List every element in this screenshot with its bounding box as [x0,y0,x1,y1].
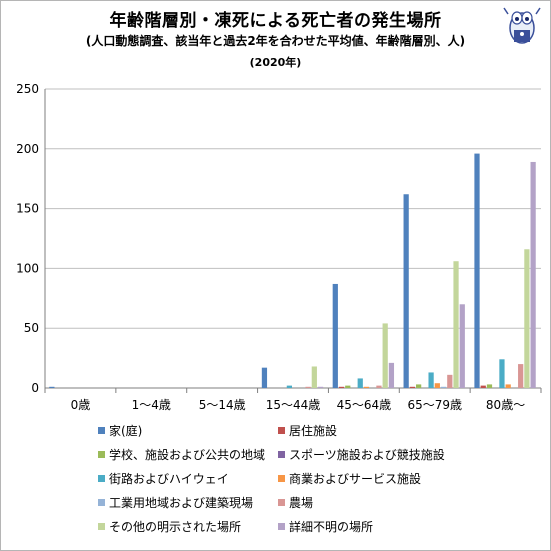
legend-label: 学校、施設および公共の地域 [109,448,266,462]
legend-swatch [278,451,285,458]
legend-swatch [98,427,105,434]
legend-label: 農場 [289,496,314,510]
x-tick-label: 5～14歳 [199,398,246,412]
bar [524,249,530,388]
bar [338,386,345,388]
x-tick-label: 65～79歳 [407,398,462,412]
chart-subtitle: (人口動態調査、該当年と過去2年を合わせた平均値、年齢階層別、人) [85,34,466,48]
bar [459,304,465,388]
bar [428,372,434,388]
bar [388,362,395,388]
bar [499,359,505,388]
legend-swatch [98,523,105,530]
legend-swatch [98,499,105,506]
bar [486,384,493,388]
bar [376,385,382,388]
bar [382,323,388,388]
bar [474,153,480,388]
legend-item: 街路およびハイウェイ [98,470,229,487]
bar [440,386,447,388]
bars [49,153,536,388]
axes: 0 50 100 150 200 250 0歳 1～4歳 5～14歳 15～44歳 45～64歳 65… [16,82,542,412]
bar [416,384,422,388]
legend-swatch [278,427,285,434]
bar [357,378,363,388]
legend-swatch [98,475,105,482]
y-tick-label: 50 [24,321,39,335]
bar [403,194,409,388]
legend-label: 詳細不明の場所 [289,520,374,534]
bar [345,385,351,388]
legend-swatch [278,499,285,506]
legend-item: 居住施設 [278,422,337,439]
x-tick-label: 0歳 [71,398,91,412]
legend-item: 工業用地域および建築現場 [98,494,253,511]
legend-item: スポーツ施設および競技施設 [278,446,445,463]
y-tick-label: 0 [31,381,39,395]
legend-label: 家(庭) [109,424,143,438]
legend-item: 農場 [278,494,313,511]
bar [518,364,524,388]
legend-label: 商業およびサービス施設 [289,472,422,486]
bar [311,366,317,388]
legend-label: 居住施設 [289,424,338,438]
x-tick-label: 45～64歳 [337,398,392,412]
x-tick-label: 1～4歳 [132,398,171,412]
chart-year-note: (2020年) [249,56,302,69]
y-tick-label: 250 [16,82,39,96]
bar [332,283,338,388]
legend-item: 商業およびサービス施設 [278,470,421,487]
legend-swatch [98,451,105,458]
bar [434,383,440,388]
chart-title: 年齢階層別・凍死による死亡者の発生場所 [109,11,442,31]
bar [305,386,311,388]
gridlines [45,88,541,389]
bar [530,161,536,388]
bar [363,386,370,388]
legend-item: 家(庭) [98,422,142,439]
bar [261,367,268,388]
legend-label: スポーツ施設および競技施設 [289,448,445,462]
bar [286,385,292,388]
bar [317,386,324,388]
bar [453,261,459,388]
bar [447,374,453,388]
legend-item: 学校、施設および公共の地域 [98,446,265,463]
legend-swatch [278,523,285,530]
x-tick-label: 15～44歳 [266,398,321,412]
x-tick-label: 80歳～ [486,398,525,412]
legend-item: 詳細不明の場所 [278,518,373,535]
y-tick-label: 100 [16,261,39,275]
y-tick-label: 150 [16,202,39,216]
bar [505,384,511,388]
legend-item: その他の明示された場所 [98,518,241,535]
y-tick-label: 200 [16,142,39,156]
bar [409,386,416,388]
bar [480,385,486,388]
mascot-logo-icon [503,7,541,44]
bar [49,386,55,388]
legend-label: 街路およびハイウェイ [109,472,229,486]
legend-swatch [278,475,285,482]
legend-label: 工業用地域および建築現場 [109,496,254,510]
legend-label: その他の明示された場所 [109,520,242,534]
